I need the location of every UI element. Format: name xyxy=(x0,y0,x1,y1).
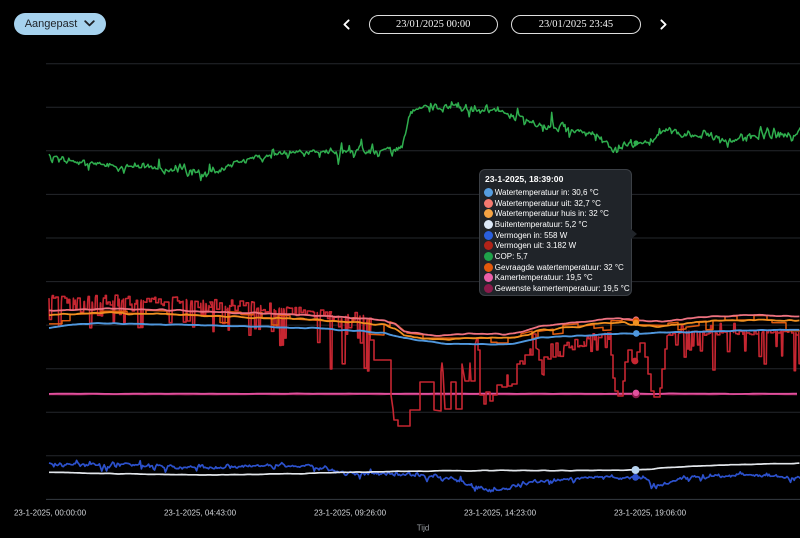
svg-text:23-1-2025, 00:00:00: 23-1-2025, 00:00:00 xyxy=(14,509,87,518)
svg-text:Tijd: Tijd xyxy=(417,524,430,533)
svg-text:23-1-2025, 09:26:00: 23-1-2025, 09:26:00 xyxy=(314,509,387,518)
svg-text:23-1-2025, 19:06:00: 23-1-2025, 19:06:00 xyxy=(614,509,687,518)
svg-text:23-1-2025, 14:23:00: 23-1-2025, 14:23:00 xyxy=(464,509,537,518)
svg-text:23-1-2025, 04:43:00: 23-1-2025, 04:43:00 xyxy=(164,509,237,518)
